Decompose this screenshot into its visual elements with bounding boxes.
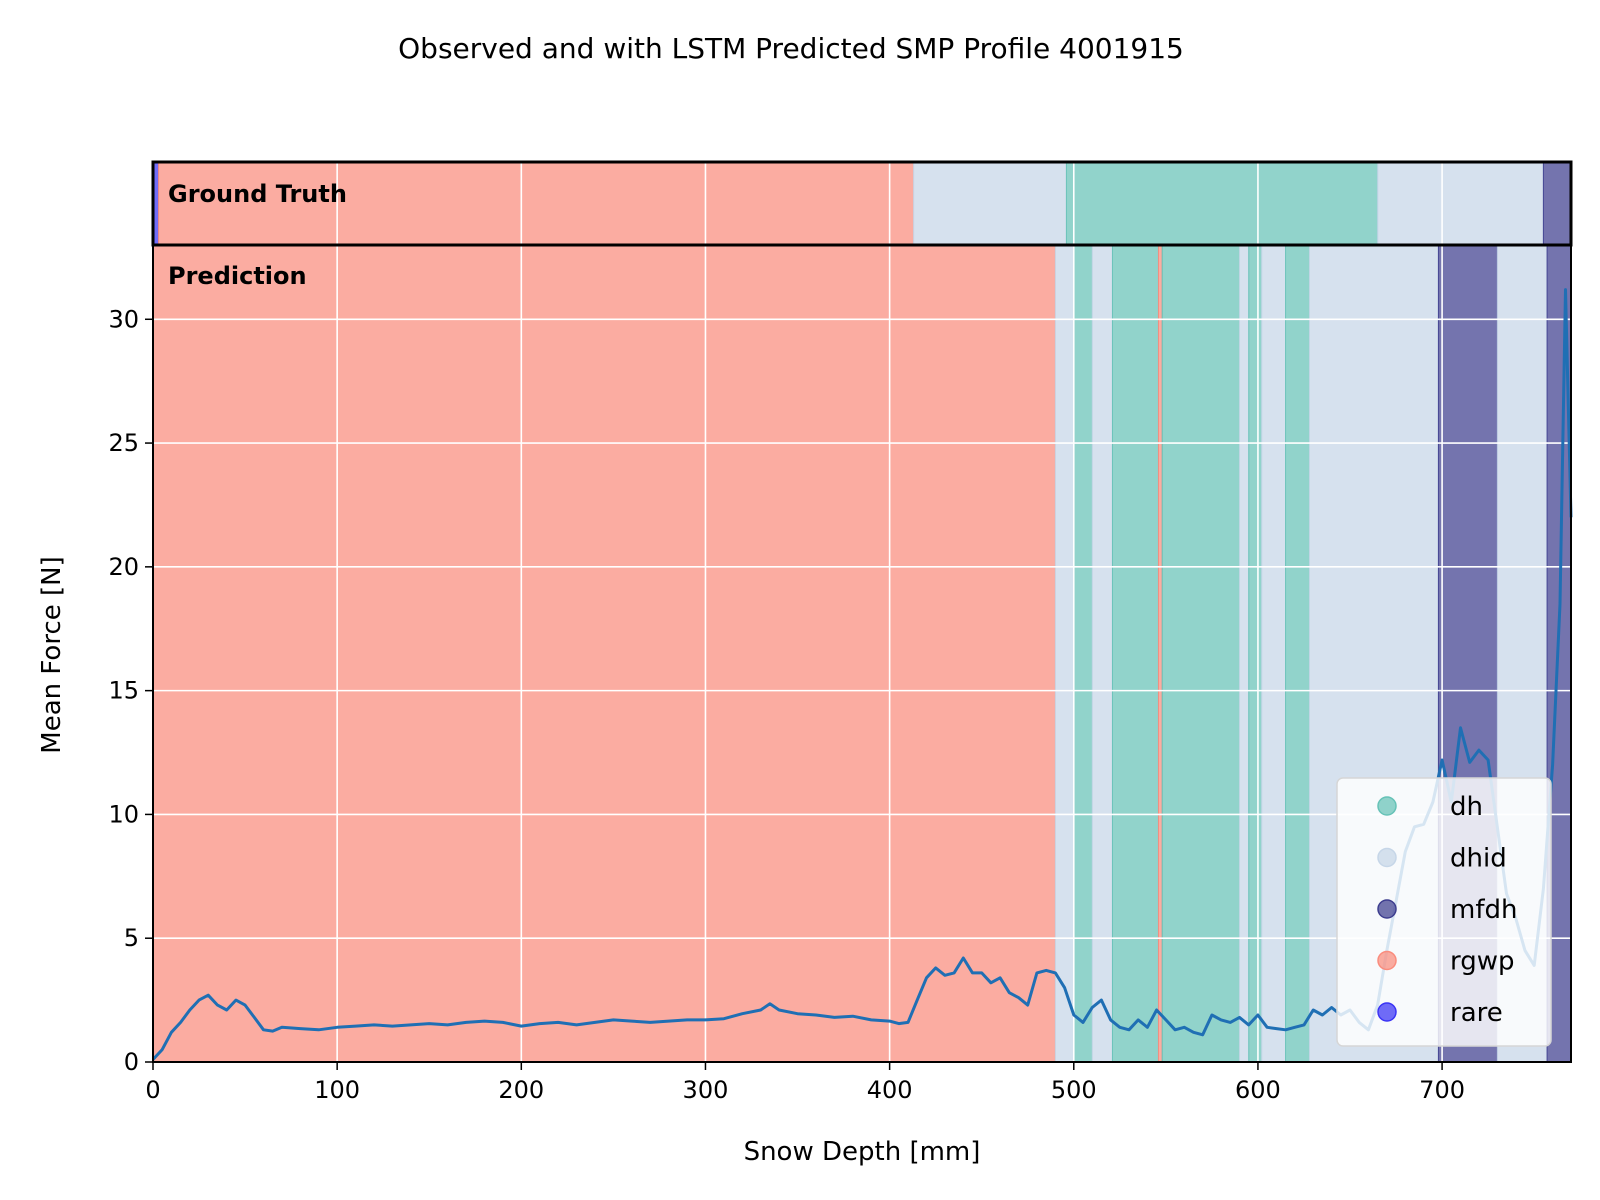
ground-truth-band-dhid [913,161,1067,246]
prediction-band-dhid [1239,244,1250,1063]
legend-marker-dhid [1377,847,1397,868]
x-tick-label: 200 [498,1076,544,1104]
prediction-label: Prediction [168,262,307,290]
x-axis-ticks: 0 100 200 300 400 500 600 700 [145,1062,1465,1104]
x-tick-label: 300 [683,1076,729,1104]
legend-label-rare: rare [1450,998,1503,1028]
ground-truth-panel-frame [151,160,1573,247]
y-tick-label: 25 [108,429,139,457]
x-axis-label: Snow Depth [mm] [744,1137,981,1167]
prediction-band-dh [1285,244,1310,1063]
y-axis-ticks: 0 5 10 15 20 25 30 [108,305,153,1076]
prediction-band-dh [1073,244,1093,1063]
legend-marker-mfdh [1377,899,1397,919]
prediction-band-dhid [1261,244,1287,1063]
y-tick-label: 10 [108,800,139,828]
x-tick-label: 400 [867,1076,913,1104]
y-axis-label: Mean Force [N] [37,556,67,753]
ground-truth-band-mfdh [1542,161,1572,246]
prediction-band-rgwp [152,244,1056,1063]
ground-truth-band-dh [1065,161,1379,246]
ground-truth-band-dhid [1377,161,1544,246]
x-tick-label: 0 [145,1076,160,1104]
prediction-band-dhid [1091,244,1113,1063]
x-tick-label: 100 [314,1076,360,1104]
legend-label-dhid: dhid [1450,844,1507,874]
x-tick-label: 500 [1051,1076,1097,1104]
x-tick-label: 600 [1235,1076,1281,1104]
y-tick-label: 20 [108,553,139,581]
x-tick-label: 700 [1419,1076,1465,1104]
y-tick-label: 5 [124,924,139,952]
legend-label-dh: dh [1450,792,1483,822]
prediction-band-rgwp [1157,244,1163,1063]
ground-truth-bands [152,161,1572,246]
y-tick-label: 15 [108,677,139,705]
legend-box [1336,777,1552,1047]
prediction-band-dhid [1054,244,1075,1063]
chart-title: Observed and with LSTM Predicted SMP Pro… [398,32,1184,65]
legend-label-rgwp: rgwp [1450,947,1515,977]
prediction-bands [152,244,1572,1063]
y-tick-label: 30 [108,305,139,333]
prediction-band-dh [1248,244,1263,1063]
prediction-band-dh [1161,244,1241,1063]
legend: dh dhid mfdh rgwp rare [1336,777,1552,1047]
ground-truth-label: Ground Truth [168,180,347,208]
legend-marker-rgwp [1377,950,1397,971]
legend-marker-dh [1377,796,1397,816]
y-tick-label: 0 [124,1048,139,1076]
legend-marker-rare [1377,1002,1397,1022]
legend-label-mfdh: mfdh [1450,895,1517,925]
legend-items: dh dhid mfdh rgwp rare [1377,792,1517,1028]
prediction-band-dh [1111,244,1159,1063]
